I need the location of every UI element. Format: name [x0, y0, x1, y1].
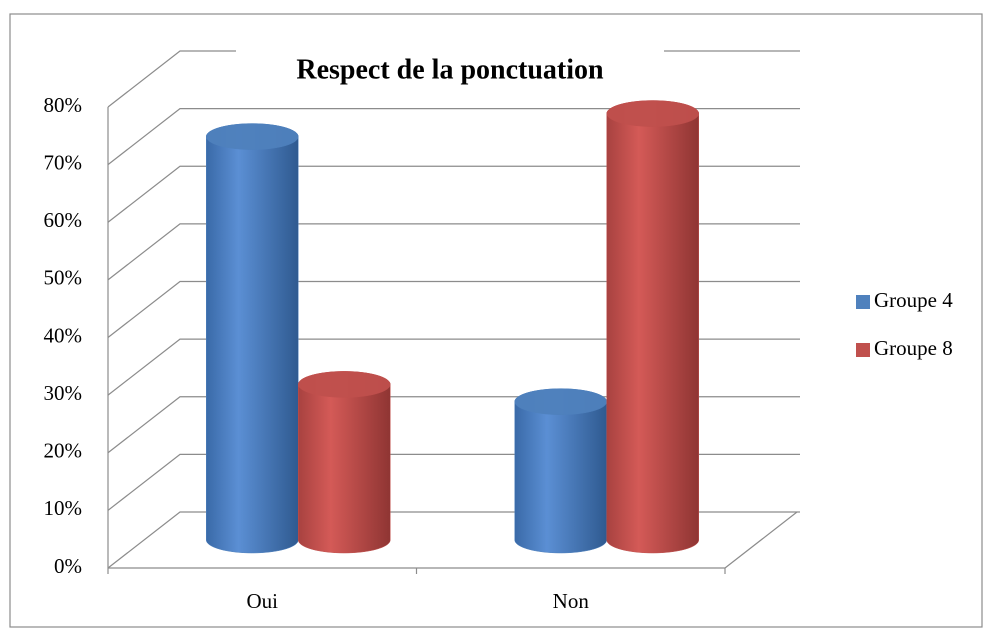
x-tick-label: Non [553, 589, 590, 613]
grid-line [107, 165, 800, 223]
y-tick-label: 20% [44, 439, 83, 463]
bar [298, 371, 391, 554]
y-tick-label: 80% [44, 93, 83, 117]
chart-title: Respect de la ponctuation [296, 54, 604, 85]
y-tick-label: 0% [54, 554, 82, 578]
grid-line [107, 338, 800, 396]
y-tick-label: 30% [44, 381, 83, 405]
bar-top [514, 388, 607, 415]
y-tick-label: 10% [44, 496, 83, 520]
y-tick-label: 40% [44, 323, 83, 347]
y-tick-label: 50% [44, 266, 83, 290]
grid-line [107, 280, 800, 338]
bar-top [606, 100, 699, 127]
bar [206, 123, 299, 554]
y-tick-label: 60% [44, 208, 83, 232]
bar-top [298, 371, 391, 398]
legend-label: Groupe 4 [874, 288, 953, 312]
y-tick-label: 70% [44, 150, 83, 174]
legend-label: Groupe 8 [874, 336, 953, 360]
title-backdrop [236, 40, 664, 98]
grid-line [107, 223, 800, 281]
x-tick-label: Oui [247, 589, 279, 613]
grid-line [107, 108, 800, 166]
chart-border [9, 13, 983, 628]
bar [606, 100, 699, 554]
legend-swatch [856, 343, 870, 357]
bar-top [206, 123, 299, 150]
legend-swatch [856, 295, 870, 309]
